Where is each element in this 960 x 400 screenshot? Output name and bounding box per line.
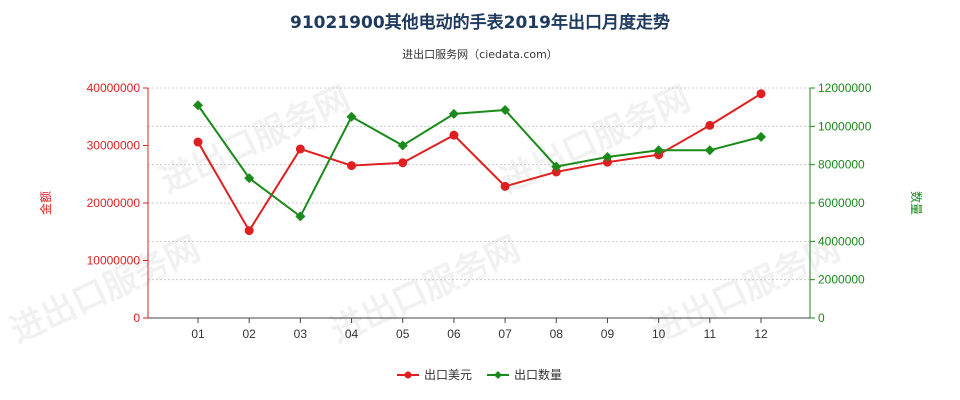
- data-point: [295, 211, 306, 222]
- x-tick-label: 08: [550, 327, 564, 341]
- x-tick-label: 06: [447, 327, 461, 341]
- x-tick-label: 12: [754, 327, 768, 341]
- data-point: [653, 145, 664, 156]
- legend-label: 出口数量: [514, 367, 562, 382]
- x-tick-label: 01: [191, 327, 205, 341]
- data-point: [448, 108, 459, 119]
- left-tick-label: 40000000: [87, 81, 141, 95]
- data-point: [756, 131, 766, 142]
- data-point: [500, 105, 511, 116]
- data-point: [347, 161, 357, 171]
- data-point: [500, 181, 510, 191]
- data-point: [397, 140, 408, 151]
- right-tick-label: 12000000: [818, 81, 872, 95]
- legend-marker: [494, 371, 502, 379]
- data-point: [193, 137, 203, 147]
- right-tick-label: 10000000: [818, 119, 872, 133]
- left-tick-label: 20000000: [87, 196, 141, 210]
- data-point: [193, 100, 203, 111]
- x-tick-label: 04: [345, 327, 359, 341]
- data-point: [449, 130, 459, 140]
- left-tick-label: 0: [133, 311, 140, 325]
- right-tick-label: 6000000: [818, 196, 865, 210]
- tick-labels: 0 10000000 20000000 30000000 40000000 0 200000…: [38, 81, 924, 341]
- data-point: [756, 89, 766, 99]
- watermark-text: 进出口服务网: [494, 79, 696, 201]
- data-point: [398, 158, 408, 168]
- x-tick-label: 03: [294, 327, 308, 341]
- data-point: [705, 120, 715, 130]
- watermark-text: 进出口服务网: [644, 229, 846, 351]
- legend-label: 出口美元: [424, 368, 472, 382]
- chart-subtitle: 进出口服务网（ciedata.com）: [402, 48, 558, 61]
- data-point: [704, 145, 715, 156]
- chart-title: 91021900其他电动的手表2019年出口月度走势: [290, 13, 670, 33]
- data-point: [244, 173, 255, 184]
- series-layer: [193, 89, 766, 236]
- legend-marker: [404, 371, 412, 379]
- x-tick-label: 07: [498, 327, 512, 341]
- data-point: [602, 157, 612, 167]
- x-tick-label: 10: [652, 327, 666, 341]
- data-point: [295, 144, 305, 154]
- left-tick-label: 30000000: [87, 139, 141, 153]
- watermark-text: 进出口服务网: [4, 229, 206, 351]
- right-tick-label: 0: [818, 311, 825, 325]
- left-axis-title: 金额: [38, 191, 53, 215]
- data-point: [244, 226, 254, 236]
- left-tick-label: 10000000: [87, 254, 141, 268]
- data-point: [346, 111, 357, 122]
- x-tick-label: 02: [243, 327, 257, 341]
- right-tick-label: 8000000: [818, 158, 865, 172]
- right-axis-title: 数量: [909, 191, 924, 215]
- series-line-出口数量: [197, 104, 762, 218]
- data-point: [551, 167, 561, 177]
- x-tick-label: 09: [601, 327, 615, 341]
- legend: 出口美元 出口数量: [397, 367, 562, 382]
- axes: [143, 87, 815, 323]
- data-point: [602, 152, 613, 162]
- x-tick-label: 11: [704, 327, 717, 341]
- data-point: [551, 161, 562, 172]
- right-tick-label: 4000000: [818, 234, 865, 248]
- right-tick-label: 2000000: [818, 273, 865, 287]
- x-tick-label: 05: [396, 327, 410, 341]
